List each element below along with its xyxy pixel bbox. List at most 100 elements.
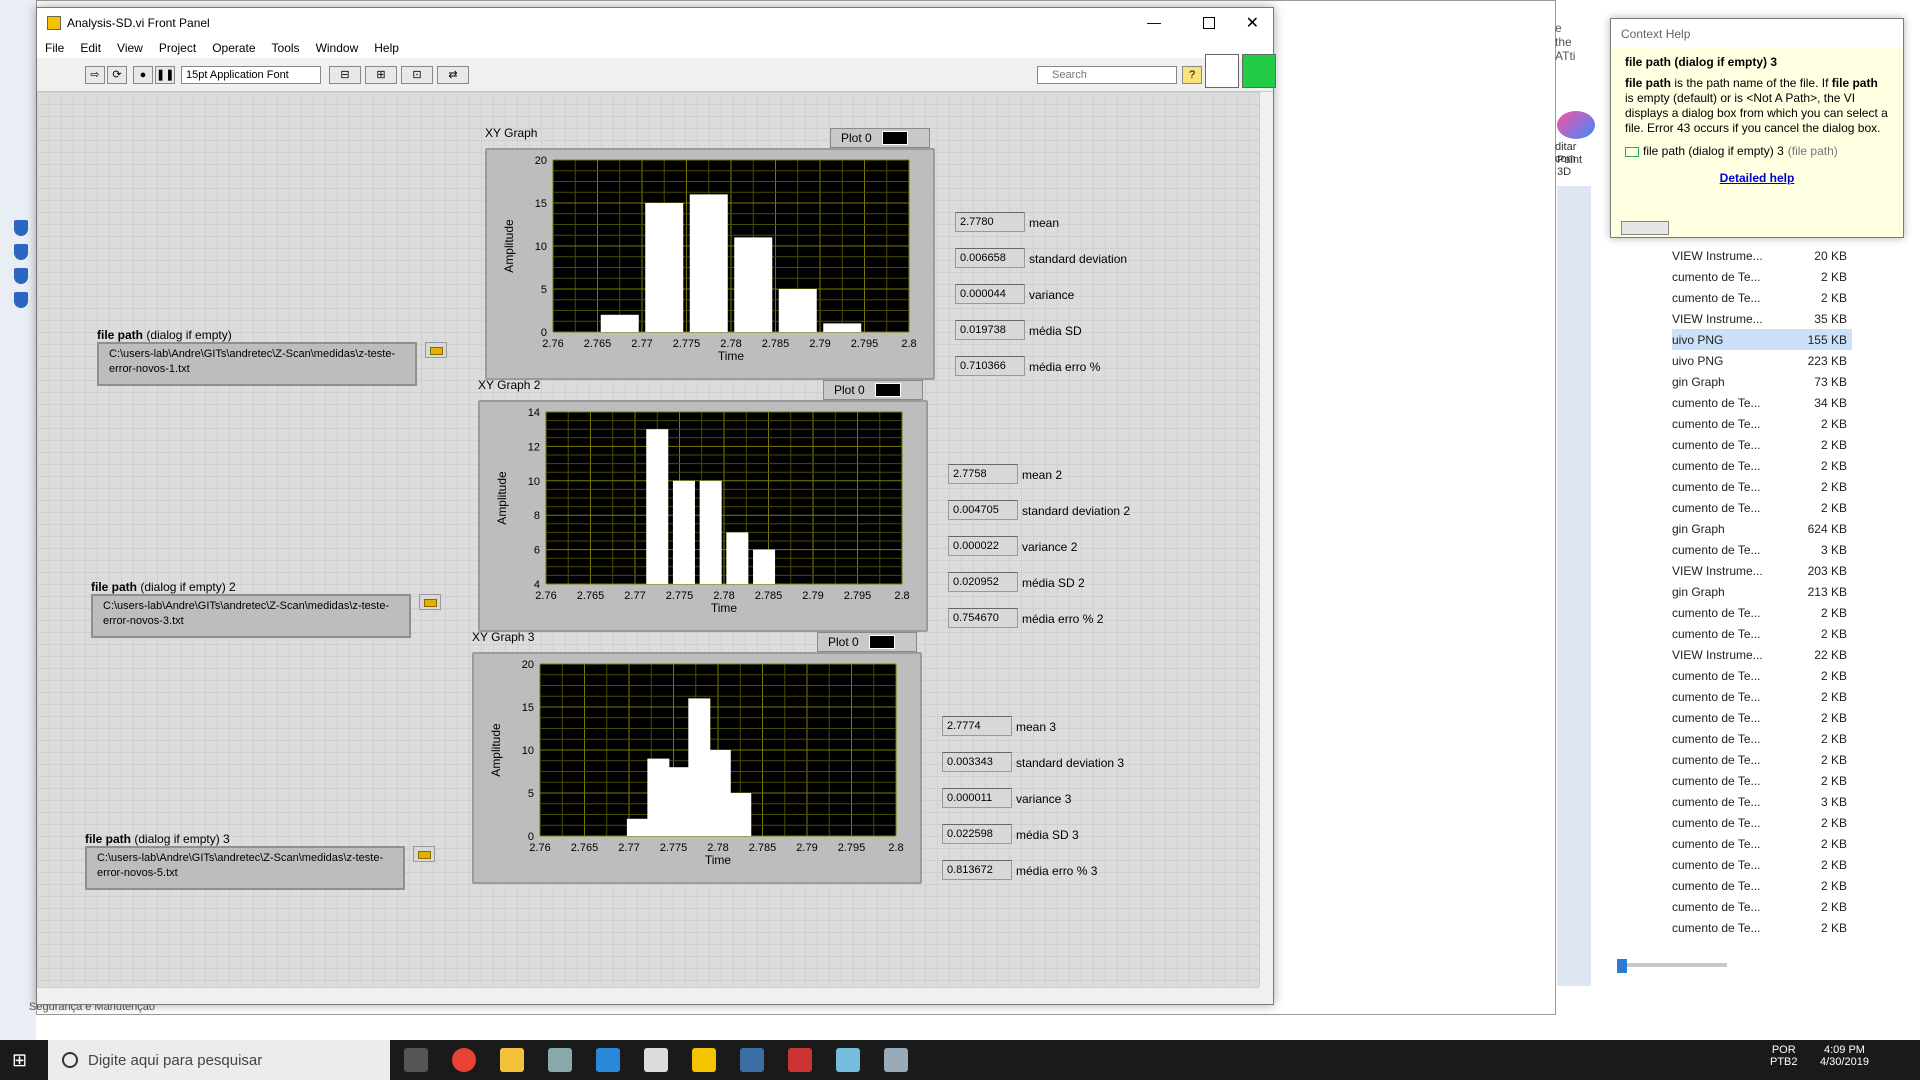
horizontal-scrollbar[interactable] [37, 987, 1259, 1001]
file-row[interactable]: cumento de Te... 3 KB [1672, 791, 1852, 812]
file-row[interactable]: cumento de Te... 2 KB [1672, 287, 1852, 308]
xy-graph-plot[interactable]: 2.76 2.765 2.77 2.775 2.78 2.785 2.79 2.795 2.8 0… [474, 654, 920, 882]
file-row[interactable]: cumento de Te... 2 KB [1672, 602, 1852, 623]
browse-folder-button[interactable] [413, 846, 435, 862]
browse-folder-button[interactable] [425, 342, 447, 358]
distribute-objects-icon[interactable]: ⊞ [365, 66, 397, 84]
file-row[interactable]: cumento de Te... 3 KB [1672, 539, 1852, 560]
menu-help[interactable]: Help [374, 41, 399, 55]
browse-folder-button[interactable] [419, 594, 441, 610]
file-row[interactable]: uivo PNG 155 KB [1672, 329, 1852, 350]
file-row[interactable]: VIEW Instrume... 22 KB [1672, 644, 1852, 665]
plot-legend[interactable]: Plot 0 [830, 128, 930, 148]
labview-icon[interactable] [692, 1048, 716, 1072]
file-row[interactable]: cumento de Te... 2 KB [1672, 623, 1852, 644]
language-line-1: POR [1771, 1044, 1796, 1056]
shield-icon[interactable] [14, 292, 28, 308]
menu-edit[interactable]: Edit [80, 41, 102, 55]
pause-icon[interactable]: ❚❚ [155, 66, 175, 84]
file-row[interactable]: cumento de Te... 2 KB [1672, 434, 1852, 455]
resize-objects-icon[interactable]: ⊡ [401, 66, 433, 84]
app-icon[interactable] [884, 1048, 908, 1072]
app-icon[interactable] [596, 1048, 620, 1072]
file-explorer-icon[interactable] [500, 1048, 524, 1072]
file-row[interactable]: cumento de Te... 2 KB [1672, 266, 1852, 287]
maximize-icon[interactable] [1203, 17, 1215, 29]
file-row[interactable]: cumento de Te... 2 KB [1672, 749, 1852, 770]
file-row[interactable]: cumento de Te... 34 KB [1672, 392, 1852, 413]
align-objects-icon[interactable]: ⊟ [329, 66, 361, 84]
file-row[interactable]: cumento de Te... 2 KB [1672, 707, 1852, 728]
file-row[interactable]: cumento de Te... 2 KB [1672, 833, 1852, 854]
menu-project[interactable]: Project [158, 41, 197, 55]
calculator-icon[interactable] [644, 1048, 668, 1072]
menu-tools[interactable]: Tools [271, 41, 300, 55]
file-row[interactable]: cumento de Te... 2 KB [1672, 875, 1852, 896]
file-row[interactable]: cumento de Te... 2 KB [1672, 665, 1852, 686]
file-row[interactable]: cumento de Te... 2 KB [1672, 476, 1852, 497]
vertical-scrollbar[interactable] [1259, 92, 1273, 987]
chrome-icon[interactable] [452, 1048, 476, 1072]
app-icon[interactable] [740, 1048, 764, 1072]
help-icon[interactable]: ? [1182, 66, 1202, 84]
file-path-control[interactable]: C:\users-lab\Andre\GITs\andretec\Z-Scan\… [91, 594, 411, 638]
file-row[interactable]: cumento de Te... 2 KB [1672, 770, 1852, 791]
minimize-icon[interactable]: — [1147, 14, 1161, 30]
file-row[interactable]: cumento de Te... 2 KB [1672, 917, 1852, 938]
task-view-icon[interactable] [404, 1048, 428, 1072]
abort-icon[interactable]: ● [133, 66, 153, 84]
windows-start-icon[interactable]: ⊞ [12, 1050, 28, 1070]
zoom-slider[interactable] [1617, 963, 1727, 967]
paint3d-icon[interactable] [1557, 111, 1595, 139]
file-row[interactable]: gin Graph 624 KB [1672, 518, 1852, 539]
file-path-control[interactable]: C:\users-lab\Andre\GITs\andretec\Z-Scan\… [85, 846, 405, 890]
file-row[interactable]: VIEW Instrume... 203 KB [1672, 560, 1852, 581]
y-tick-label: 8 [534, 510, 540, 522]
xy-graph-plot[interactable]: 2.76 2.765 2.77 2.775 2.78 2.785 2.79 2.795 2.8 0… [487, 150, 933, 378]
file-row[interactable]: gin Graph 73 KB [1672, 371, 1852, 392]
reorder-icon[interactable]: ⇄ [437, 66, 469, 84]
file-row[interactable]: cumento de Te... 2 KB [1672, 413, 1852, 434]
close-icon[interactable]: ✕ [1245, 15, 1259, 32]
zoom-slider-thumb[interactable] [1617, 959, 1627, 973]
file-row[interactable]: cumento de Te... 2 KB [1672, 896, 1852, 917]
file-row[interactable]: cumento de Te... 2 KB [1672, 497, 1852, 518]
file-row[interactable]: cumento de Te... 2 KB [1672, 686, 1852, 707]
app-icon[interactable] [548, 1048, 572, 1072]
xy-graph[interactable]: 2.76 2.765 2.77 2.775 2.78 2.785 2.79 2.795 2.8 0… [485, 148, 935, 380]
context-help-buttons[interactable] [1621, 221, 1669, 235]
file-row[interactable]: VIEW Instrume... 35 KB [1672, 308, 1852, 329]
file-row[interactable]: VIEW Instrume... 20 KB [1672, 245, 1852, 266]
clock[interactable]: 4:09 PM 4/30/2019 [1820, 1044, 1869, 1068]
search-input[interactable]: Search [1037, 66, 1177, 84]
file-row[interactable]: cumento de Te... 2 KB [1672, 455, 1852, 476]
font-selector[interactable]: 15pt Application Font [181, 66, 321, 84]
detailed-help-link[interactable]: Detailed help [1719, 171, 1795, 185]
language-indicator[interactable]: POR PTB2 [1770, 1044, 1798, 1068]
plot-legend[interactable]: Plot 0 [823, 380, 923, 400]
run-arrow-icon[interactable]: ⇨ [85, 66, 105, 84]
menu-view[interactable]: View [117, 41, 143, 55]
run-continuous-icon[interactable]: ⟳ [107, 66, 127, 84]
shield-icon[interactable] [14, 220, 28, 236]
file-row[interactable]: cumento de Te... 2 KB [1672, 812, 1852, 833]
connector-pane-icon[interactable] [1205, 54, 1239, 88]
xy-graph[interactable]: 2.76 2.765 2.77 2.775 2.78 2.785 2.79 2.795 2.8 4… [478, 400, 928, 632]
file-row[interactable]: gin Graph 213 KB [1672, 581, 1852, 602]
menu-file[interactable]: File [45, 41, 65, 55]
file-row[interactable]: cumento de Te... 2 KB [1672, 854, 1852, 875]
menu-window[interactable]: Window [315, 41, 359, 55]
vi-icon-pane[interactable] [1242, 54, 1276, 88]
file-row[interactable]: uivo PNG 223 KB [1672, 350, 1852, 371]
menu-operate[interactable]: Operate [212, 41, 256, 55]
plot-legend[interactable]: Plot 0 [817, 632, 917, 652]
xy-graph[interactable]: 2.76 2.765 2.77 2.775 2.78 2.785 2.79 2.795 2.8 0… [472, 652, 922, 884]
xy-graph-plot[interactable]: 2.76 2.765 2.77 2.775 2.78 2.785 2.79 2.795 2.8 4… [480, 402, 926, 630]
app-icon[interactable] [836, 1048, 860, 1072]
app-icon[interactable] [788, 1048, 812, 1072]
taskbar-search[interactable]: Digite aqui para pesquisar [48, 1040, 390, 1080]
file-path-control[interactable]: C:\users-lab\Andre\GITs\andretec\Z-Scan\… [97, 342, 417, 386]
file-row[interactable]: cumento de Te... 2 KB [1672, 728, 1852, 749]
shield-icon[interactable] [14, 244, 28, 260]
shield-icon[interactable] [14, 268, 28, 284]
